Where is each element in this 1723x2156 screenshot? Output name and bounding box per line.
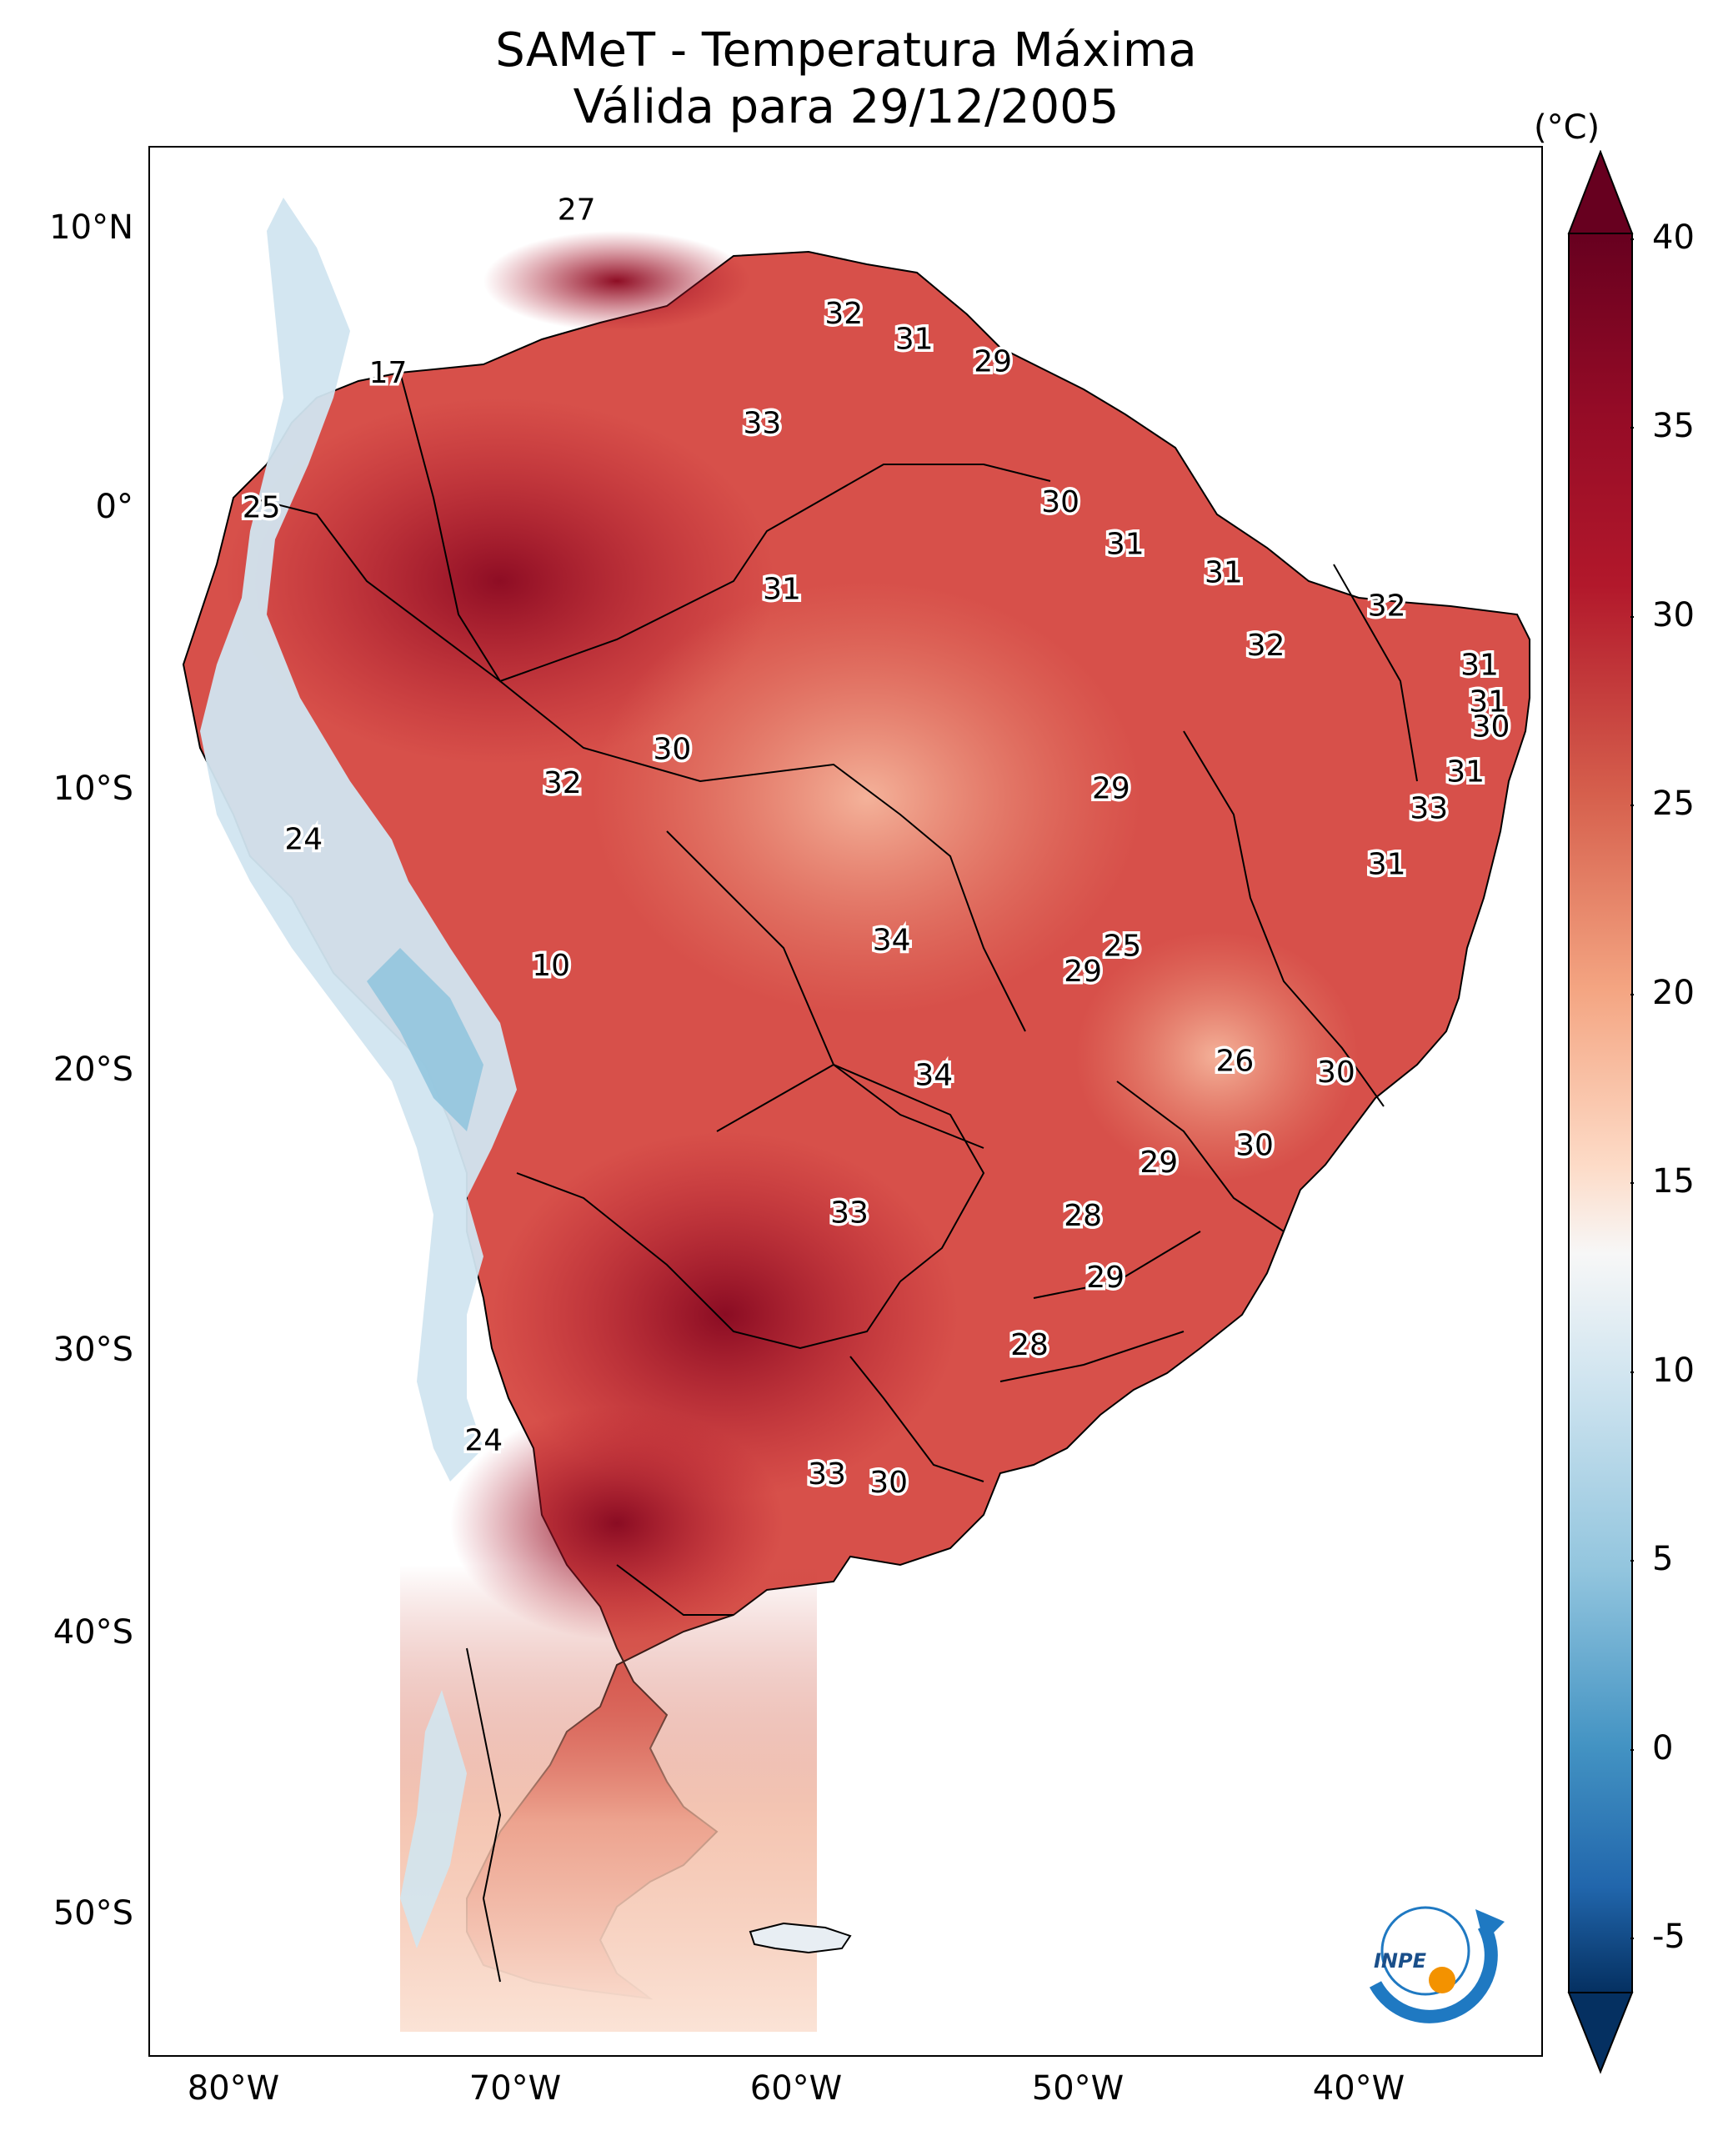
colorbar-unit: (°C) [1534, 108, 1600, 147]
falkland-islands [749, 1922, 852, 1954]
lat-label-10n: 10°N [49, 208, 133, 247]
colorbar-tick-25: 25 [1652, 785, 1695, 823]
station-label: 33 [1410, 791, 1448, 825]
lat-label-10s: 10°S [53, 770, 133, 808]
station-label: 32 [543, 766, 582, 800]
colorbar-tick-10: 10 [1652, 1351, 1695, 1390]
station-label: 29 [1086, 1261, 1124, 1295]
station-label: 30 [869, 1466, 908, 1500]
station-label: 31 [1460, 649, 1499, 683]
station-label: 34 [873, 924, 911, 958]
colorbar-tick-15: 15 [1652, 1162, 1695, 1201]
station-label: 24 [284, 822, 323, 856]
station-label: 31 [895, 323, 934, 357]
colorbar-tick-0: 0 [1652, 1729, 1674, 1767]
lon-label-50w: 50°W [1031, 2069, 1124, 2108]
station-label: 32 [1247, 629, 1285, 663]
colorbar-tick-30: 30 [1652, 596, 1695, 634]
station-label: 28 [1064, 1199, 1102, 1233]
map-title: SAMeT - Temperatura Máxima [495, 23, 1197, 78]
colorbar-tick-40: 40 [1652, 218, 1695, 257]
station-label: 34 [914, 1059, 953, 1093]
station-label: 31 [1106, 528, 1144, 562]
station-label: 28 [1010, 1328, 1049, 1362]
station-label: 32 [824, 297, 863, 331]
colorbar-gradient [1568, 233, 1633, 1993]
lon-label-60w: 60°W [749, 2069, 843, 2108]
chaco-hot-zone [492, 1131, 959, 1498]
lat-label-30s: 30°S [53, 1331, 133, 1369]
lat-label-50s: 50°S [53, 1894, 133, 1933]
station-label: 30 [1317, 1055, 1355, 1090]
station-label: 31 [763, 573, 801, 607]
station-label: 33 [808, 1457, 846, 1492]
amazon-hot-zone [225, 398, 775, 765]
lat-label-40s: 40°S [53, 1613, 133, 1652]
station-label: 26 [1215, 1045, 1254, 1079]
colorbar-top-arrow [1567, 150, 1634, 234]
andes-core-blue [367, 948, 483, 1131]
station-label: 31 [1446, 755, 1485, 790]
map-subtitle: Válida para 29/12/2005 [573, 80, 1119, 134]
andes-cold-band [200, 198, 517, 1482]
lon-label-40w: 40°W [1312, 2069, 1405, 2108]
lon-label-80w: 80°W [187, 2069, 280, 2108]
station-label: 30 [1041, 485, 1079, 519]
station-label: 29 [1064, 955, 1102, 989]
lat-label-0: 0° [95, 488, 133, 526]
station-label: 29 [1139, 1146, 1178, 1180]
station-label: 33 [743, 407, 781, 441]
station-label: 30 [1472, 710, 1510, 745]
station-label: 31 [1368, 848, 1406, 882]
central-brazil-cool-zone [592, 581, 1142, 1015]
station-label: 27 [558, 193, 596, 228]
station-label: 29 [1092, 772, 1130, 806]
station-label: 25 [1103, 930, 1141, 964]
colorbar-bottom-arrow [1567, 1992, 1634, 2074]
station-label: 25 [243, 491, 281, 525]
venezuela-hot-zone [483, 231, 750, 331]
station-label: 32 [1368, 589, 1406, 624]
inpe-logo-text: INPE [1374, 1949, 1427, 1973]
colorbar-tick-5: 5 [1652, 1540, 1674, 1578]
station-label: 33 [830, 1196, 869, 1231]
patagonian-ice-band [400, 1690, 467, 1948]
colorbar [1567, 150, 1634, 2074]
patagonia-cool-zone [400, 1565, 817, 2032]
inpe-logo: INPE [1369, 1906, 1505, 2023]
lon-label-70w: 70°W [468, 2069, 562, 2108]
station-label: 17 [369, 356, 408, 390]
country-borders [249, 372, 1418, 1983]
station-label: 24 [464, 1424, 503, 1458]
colorbar-tick-35: 35 [1652, 407, 1695, 445]
minas-cool-zone [1075, 931, 1359, 1181]
station-label: 31 [1469, 684, 1507, 719]
station-label: 10 [532, 949, 570, 983]
lat-label-20s: 20°S [53, 1050, 133, 1089]
colorbar-tick-minus5: -5 [1652, 1918, 1685, 1956]
map-panel: 27 32 31 29 17 33 25 30 31 31 31 32 32 31 31 30 30 32 31 29… [148, 146, 1543, 2057]
station-label: 30 [653, 733, 691, 767]
station-label: 29 [974, 345, 1012, 379]
station-label: 31 [1205, 555, 1243, 589]
colorbar-tick-20: 20 [1652, 974, 1695, 1012]
station-label: 30 [1235, 1129, 1274, 1163]
